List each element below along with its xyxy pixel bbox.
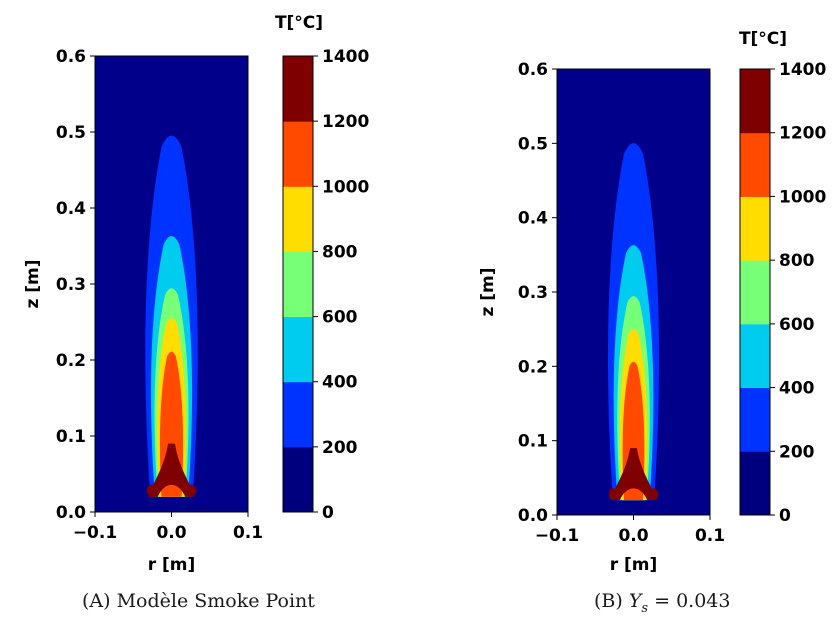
- colorbar-tick-label: 200: [322, 438, 358, 458]
- colorbar-band: [740, 69, 770, 134]
- colorbar-label: T[°C]: [275, 13, 323, 33]
- y-axis-label: z [m]: [23, 259, 43, 308]
- x-tick-label: −0.1: [535, 526, 579, 546]
- colorbar-label: T[°C]: [739, 29, 787, 49]
- colorbar-tick-label: 400: [779, 379, 815, 399]
- colorbar-tick-label: 1400: [322, 47, 369, 67]
- colorbar-tick-label: 600: [779, 315, 815, 335]
- x-tick-label: 0.0: [156, 523, 186, 543]
- colorbar-band: [740, 323, 770, 389]
- colorbar-band: [283, 186, 313, 252]
- x-tick-label: 0.0: [618, 526, 648, 546]
- colorbar-tick-label: 1000: [779, 187, 826, 207]
- caption-a-prefix: (A): [82, 590, 111, 612]
- x-axis-label: r [m]: [148, 555, 196, 575]
- contour-1200: [148, 443, 195, 497]
- y-tick-label: 0.3: [56, 275, 86, 295]
- caption-b-subscript: s: [641, 600, 649, 616]
- y-tick-label: 0.4: [56, 199, 86, 219]
- hot-tip: [188, 484, 197, 497]
- y-tick-label: 0.0: [56, 503, 86, 523]
- colorbar-band: [740, 451, 770, 516]
- colorbar-tick-label: 200: [779, 442, 815, 462]
- hot-tip: [608, 488, 617, 501]
- colorbar-tick-label: 1200: [322, 112, 369, 132]
- y-tick-label: 0.2: [518, 357, 548, 377]
- colorbar-band: [740, 196, 770, 261]
- y-axis-label: z [m]: [478, 267, 498, 316]
- colorbar-tick-label: 400: [322, 373, 358, 393]
- colorbar-tick-label: 0: [779, 506, 791, 526]
- y-tick-label: 0.2: [56, 351, 86, 371]
- caption-b-value: = 0.043: [654, 590, 731, 612]
- hot-tip: [650, 488, 659, 501]
- colorbar-band: [283, 446, 313, 513]
- colorbar-tick-label: 0: [322, 503, 334, 523]
- caption-a-text: Modèle Smoke Point: [116, 590, 315, 612]
- colorbar-band: [740, 132, 770, 197]
- colorbar-tick-label: 1400: [779, 60, 826, 80]
- x-axis-label: r [m]: [610, 555, 658, 575]
- y-tick-label: 0.6: [518, 60, 548, 80]
- x-tick-label: 0.1: [233, 523, 263, 543]
- y-tick-label: 0.5: [56, 123, 86, 143]
- colorbar-band: [283, 121, 313, 187]
- colorbar-tick-label: 1000: [322, 177, 369, 197]
- y-tick-label: 0.4: [518, 209, 548, 229]
- panel-b: 0.00.10.20.30.40.50.6−0.1 0.0 0.1r [m]z [m…: [478, 29, 826, 575]
- colorbar-tick-label: 800: [322, 242, 358, 262]
- colorbar-band: [283, 251, 313, 318]
- colorbar-tick-label: 600: [322, 308, 358, 328]
- colorbar-band: [740, 260, 770, 325]
- panel-a: 0.00.10.20.30.40.50.6−0.1 0.0 0.1r [m]z [m…: [23, 13, 369, 575]
- x-tick-label: 0.1: [695, 526, 725, 546]
- caption-b-prefix: (B): [594, 590, 623, 612]
- caption-b: (B) Ys = 0.043: [594, 590, 730, 616]
- y-tick-label: 0.5: [518, 134, 548, 154]
- y-tick-label: 0.1: [518, 432, 548, 452]
- colorbar-frame: [739, 68, 771, 516]
- y-tick-label: 0.3: [518, 283, 548, 303]
- colorbar-band: [283, 381, 313, 448]
- colorbar-frame: [282, 55, 314, 513]
- y-tick-label: 0.0: [518, 506, 548, 526]
- contour-1200: [610, 448, 657, 501]
- colorbar-tick-label: 1200: [779, 124, 826, 144]
- y-tick-label: 0.6: [56, 47, 86, 67]
- caption-a: (A) Modèle Smoke Point: [82, 590, 315, 612]
- x-tick-label: −0.1: [73, 523, 117, 543]
- colorbar-band: [740, 387, 770, 452]
- colorbar-band: [283, 316, 313, 383]
- colorbar-band: [283, 56, 313, 122]
- colorbar-tick-label: 800: [779, 251, 815, 271]
- caption-b-symbol: Y: [628, 590, 642, 612]
- hot-tip: [146, 484, 155, 497]
- y-tick-label: 0.1: [56, 427, 86, 447]
